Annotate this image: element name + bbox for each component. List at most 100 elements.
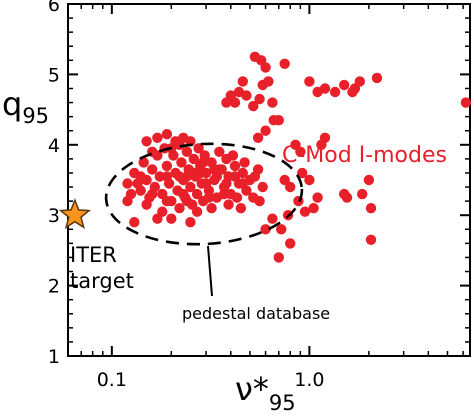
data-point	[460, 97, 472, 108]
iter-target-label-line2: target	[70, 269, 134, 293]
plot-frame	[67, 3, 471, 357]
data-point	[260, 125, 271, 136]
data-point	[214, 146, 225, 157]
data-point	[147, 164, 158, 175]
data-point	[304, 174, 315, 186]
data-point	[185, 217, 196, 228]
axis-titles: q95 ν*95	[2, 85, 296, 415]
data-point	[237, 76, 248, 87]
x-axis-label: ν*95	[235, 370, 296, 415]
x-tick-label: 0.1	[97, 369, 127, 391]
data-point	[122, 195, 133, 207]
y-tick-label: 3	[48, 205, 60, 227]
data-point	[357, 188, 368, 200]
data-point	[135, 185, 146, 196]
data-point	[181, 171, 193, 182]
data-point	[308, 203, 319, 214]
data-point	[273, 252, 284, 263]
iter-target-star-icon	[58, 198, 92, 229]
data-point	[249, 171, 261, 182]
data-point	[231, 192, 243, 203]
data-point	[152, 132, 163, 143]
data-point	[297, 167, 308, 179]
data-point	[365, 203, 377, 214]
data-point	[257, 79, 268, 91]
data-point	[237, 167, 248, 179]
data-point	[141, 199, 152, 210]
x-tick-label: 1.0	[294, 369, 324, 391]
data-point	[365, 234, 377, 245]
data-point	[122, 178, 133, 189]
data-point	[339, 79, 350, 91]
data-point	[188, 153, 199, 165]
data-point	[191, 188, 203, 200]
data-point	[221, 178, 232, 189]
data-point	[221, 97, 232, 108]
y-axis-label: q95	[2, 85, 49, 128]
data-point	[161, 129, 173, 140]
pedestal-database-ellipse	[104, 142, 304, 246]
data-point	[223, 199, 234, 210]
data-point	[363, 174, 375, 186]
data-point	[174, 203, 185, 214]
data-point	[218, 188, 230, 200]
data-point	[299, 206, 311, 217]
data-point	[371, 72, 383, 84]
y-tick-label: 1	[48, 346, 60, 368]
y-tick-label: 5	[48, 64, 60, 86]
data-point	[267, 213, 278, 224]
data-point	[229, 171, 241, 182]
y-axis: 1 2 3 4 5 6	[48, 0, 470, 368]
y-tick-label: 4	[48, 135, 60, 157]
data-point	[279, 58, 290, 69]
y-axis-label-subscript: 95	[22, 104, 49, 128]
data-point	[260, 224, 271, 235]
data-points	[122, 51, 472, 263]
data-point	[138, 157, 149, 168]
y-tick-label: 2	[48, 276, 60, 298]
y-axis-label-main: q	[2, 85, 22, 123]
data-point	[152, 213, 163, 224]
data-point	[273, 115, 284, 126]
data-point	[295, 146, 306, 157]
data-point	[279, 174, 290, 186]
cmod-imodes-label: C-Mod I-modes	[282, 143, 447, 168]
data-point	[329, 86, 341, 98]
iter-target-label-line1: ITER	[70, 243, 117, 267]
data-point	[260, 62, 271, 73]
data-point	[254, 195, 265, 207]
data-point	[241, 90, 252, 101]
data-point	[161, 160, 173, 172]
data-point	[161, 171, 173, 182]
data-point	[252, 132, 264, 143]
data-point	[267, 97, 278, 108]
data-point	[285, 181, 296, 193]
x-axis: 0.1 1.0	[80, 4, 464, 391]
data-point	[185, 181, 196, 193]
data-point	[235, 203, 247, 214]
data-point	[237, 178, 248, 189]
data-point	[129, 217, 140, 228]
data-point	[248, 100, 259, 112]
data-point	[200, 178, 212, 189]
pedestal-database-label: pedestal database	[182, 304, 330, 323]
data-point	[304, 76, 315, 87]
data-point	[276, 224, 287, 235]
y-tick-label: 6	[48, 0, 60, 16]
data-point	[193, 143, 204, 154]
data-point	[203, 192, 215, 203]
data-point	[341, 192, 353, 203]
data-point	[195, 167, 206, 179]
data-point	[174, 171, 185, 182]
data-point	[141, 136, 152, 147]
data-point	[147, 188, 158, 200]
x-axis-label-main: ν*	[235, 370, 269, 408]
plot-border	[67, 3, 471, 357]
data-point	[181, 195, 193, 207]
data-point	[206, 203, 217, 214]
data-point	[198, 157, 209, 168]
data-point	[135, 171, 146, 182]
data-point	[347, 86, 358, 98]
data-point	[181, 146, 193, 157]
